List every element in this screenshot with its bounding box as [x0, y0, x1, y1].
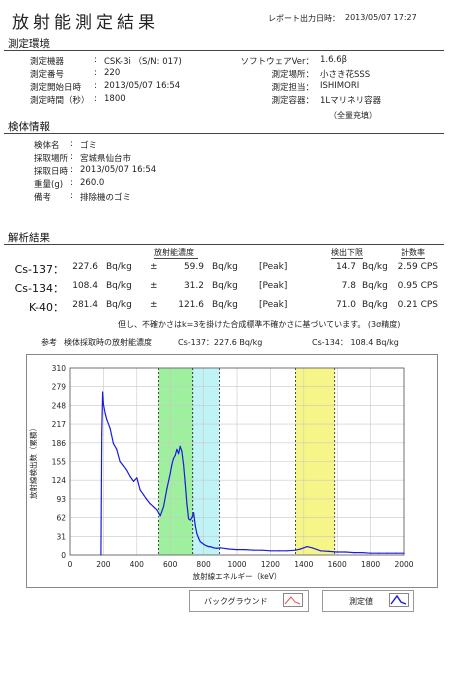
uncertainty-unit: Bq/kg: [212, 300, 238, 310]
section-title-analysis: 解析結果: [8, 232, 50, 244]
section-divider: [4, 133, 444, 134]
sample-label: 採取日時: [34, 167, 69, 177]
env-value: 1800: [104, 94, 126, 104]
concentration-unit: Bq/kg: [106, 281, 132, 291]
env-label: 測定時間（秒）: [30, 96, 90, 106]
uncertainty-value: 59.9: [183, 262, 204, 272]
section-title-measurement-env: 測定環境: [8, 38, 50, 50]
detection-limit-unit: Bq/kg: [362, 281, 388, 291]
env-value: 2013/05/07 16:54: [104, 81, 181, 91]
sample-colon: :: [70, 178, 73, 188]
env-label: 測定担当：: [271, 83, 314, 93]
concentration-unit: Bq/kg: [106, 262, 132, 272]
env-label: ソフトウェアVer：: [240, 57, 314, 67]
concentration-unit: Bq/kg: [106, 300, 132, 310]
measured-swatch-icon: [389, 593, 409, 607]
nuclide-name: K-40：: [28, 301, 64, 314]
sample-value: 2013/05/07 16:54: [80, 165, 157, 175]
sample-label: 検体名: [34, 141, 60, 151]
count-rate: 0.95 CPS: [397, 281, 438, 291]
col-header-detection-limit: 検出下限: [331, 248, 363, 259]
nuclide-name: Cs-137：: [14, 263, 64, 276]
count-rate: 2.59 CPS: [397, 262, 438, 272]
sample-label: 重量(g): [34, 180, 64, 190]
sample-label: 備考: [34, 193, 52, 203]
env-label: 測定番号: [30, 70, 65, 80]
env-value: CSK-3i （S/N: 017): [104, 57, 182, 67]
env-label: 測定容器：: [271, 96, 314, 106]
section-divider: [4, 244, 444, 245]
report-title: 放射能測定結果: [12, 13, 159, 33]
detection-limit-unit: Bq/kg: [362, 262, 388, 272]
sample-colon: :: [70, 191, 73, 201]
concentration-value: 227.6: [72, 262, 98, 272]
report-datetime-label: レポート出力日時：: [268, 14, 340, 23]
col-header-count-rate: 計数率: [401, 248, 425, 259]
env-value: ISHIMORI: [320, 81, 360, 91]
env-label: 測定開始日時: [30, 83, 82, 93]
env-colon: :: [94, 55, 97, 65]
sample-value: 排除機のゴミ: [80, 193, 132, 203]
col-header-concentration: 放射能濃度: [154, 247, 198, 259]
uncertainty-unit: Bq/kg: [212, 262, 238, 272]
env-label: 測定機器: [30, 57, 65, 67]
uncertainty-value: 31.2: [183, 281, 204, 291]
sample-colon: :: [70, 152, 73, 162]
env-colon: :: [94, 81, 97, 91]
env-value: 1Lマリネリ容器: [320, 96, 382, 106]
plus-minus: ±: [150, 262, 158, 272]
detection-limit-value: 71.0: [335, 300, 356, 310]
concentration-value: 281.4: [72, 300, 98, 310]
legend-measured-label: 測定値: [349, 597, 373, 606]
env-value: 1.6.6β: [320, 55, 348, 65]
peak-flag: [Peak]: [259, 262, 288, 272]
sample-colon: :: [70, 165, 73, 175]
nuclide-name: Cs-134：: [14, 282, 64, 295]
env-value: 小さき花SSS: [320, 70, 371, 80]
peak-flag: [Peak]: [259, 281, 288, 291]
reference-cs137: Cs-137：227.6 Bq/kg: [178, 338, 263, 347]
reference-cs134: Cs-134： 108.4 Bq/kg: [312, 338, 399, 347]
detection-limit-value: 7.8: [341, 281, 356, 291]
sample-value: ゴミ: [80, 141, 98, 151]
section-title-sample-info: 検体情報: [8, 121, 50, 133]
spectrum-chart-frame: [26, 354, 438, 588]
count-rate: 0.21 CPS: [397, 300, 438, 310]
env-colon: :: [94, 68, 97, 78]
legend-background-label: バックグラウンド: [204, 597, 268, 606]
container-note: （全量充填）: [329, 111, 377, 120]
peak-flag: [Peak]: [259, 300, 288, 310]
report-datetime: 2013/05/07 17:27: [345, 13, 417, 22]
env-colon: :: [94, 94, 97, 104]
detection-limit-value: 14.7: [335, 262, 356, 272]
reference-title: 検体採取時の放射能濃度: [64, 338, 152, 347]
uncertainty-note: 但し、不確かさはk=3を掛けた合成標準不確かさに基づいています。 (3σ精度): [118, 320, 401, 329]
sample-value: 260.0: [80, 178, 105, 188]
detection-limit-unit: Bq/kg: [362, 300, 388, 310]
section-divider: [4, 50, 444, 51]
reference-label: 参考: [41, 338, 57, 347]
legend-measured: 測定値: [322, 590, 414, 612]
concentration-value: 108.4: [72, 281, 98, 291]
sample-colon: :: [70, 139, 73, 149]
legend-background: バックグラウンド: [189, 590, 309, 612]
uncertainty-value: 121.6: [178, 300, 204, 310]
sample-label: 採取場所: [34, 154, 69, 164]
env-value: 220: [104, 68, 121, 78]
plus-minus: ±: [150, 281, 158, 291]
sample-value: 宮城県仙台市: [80, 154, 132, 164]
uncertainty-unit: Bq/kg: [212, 281, 238, 291]
background-swatch-icon: [283, 593, 303, 607]
plus-minus: ±: [150, 300, 158, 310]
env-label: 測定場所：: [271, 70, 314, 80]
